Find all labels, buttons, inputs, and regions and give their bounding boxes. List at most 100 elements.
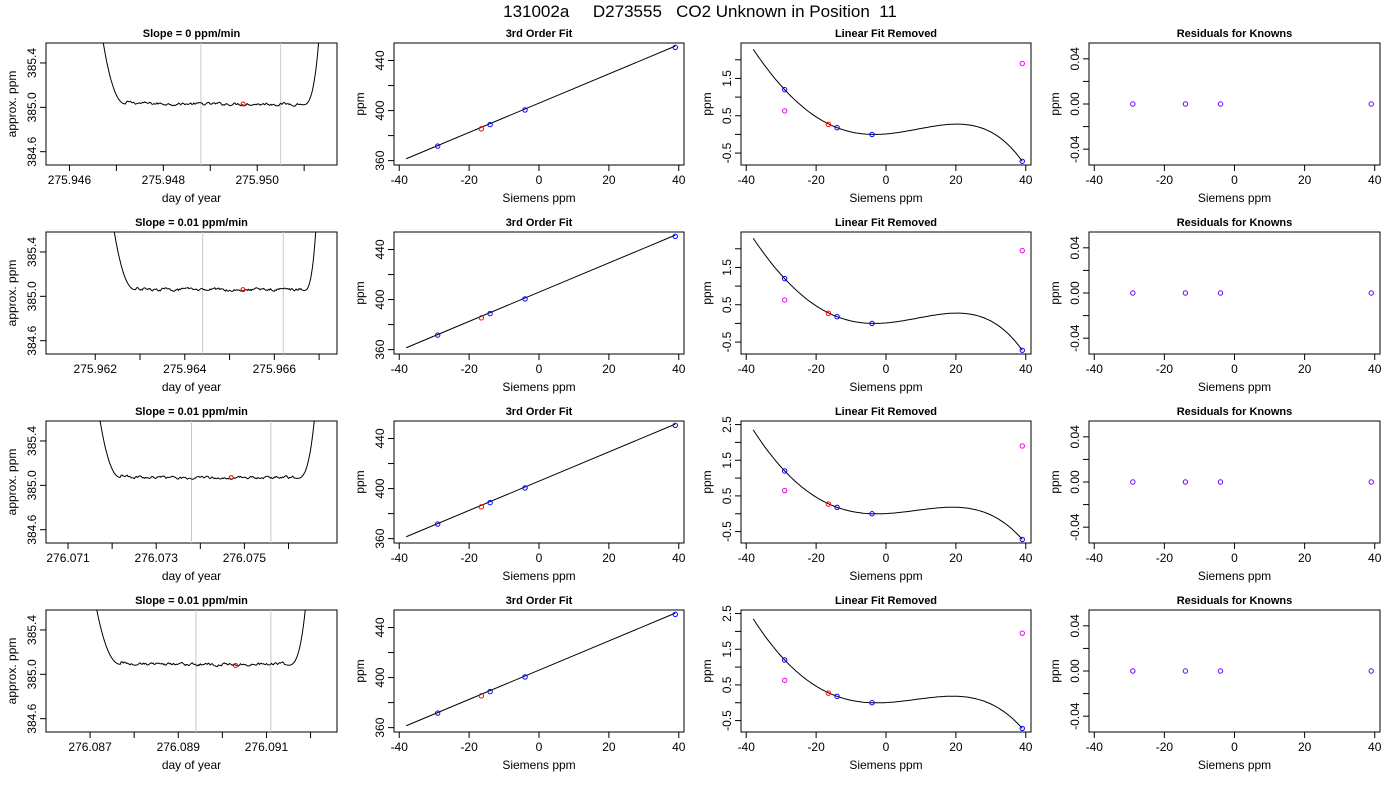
- data-point: [434, 143, 441, 149]
- analyzer-trace: [99, 421, 315, 480]
- data-point: [434, 521, 441, 527]
- x-axis-label: Siemens ppm: [1198, 380, 1271, 394]
- x-tick-label: 0: [883, 740, 890, 754]
- plot-title: Linear Fit Removed: [835, 217, 937, 229]
- y-axis-label: ppm: [353, 659, 367, 682]
- y-tick-label: 384.6: [25, 136, 39, 166]
- data-point: [1217, 668, 1224, 674]
- y-tick-label: 0.5: [720, 296, 734, 313]
- x-tick-label: 0: [883, 362, 890, 376]
- analyzer-trace: [113, 232, 317, 292]
- x-axis-label: Siemens ppm: [849, 380, 922, 394]
- x-tick-label: 20: [602, 173, 616, 187]
- x-axis-label: Siemens ppm: [1198, 569, 1271, 583]
- data-point: [1182, 101, 1189, 107]
- y-axis-label: approx. ppm: [5, 638, 19, 705]
- data-point: [1019, 630, 1025, 636]
- plot-frame: [740, 420, 1032, 544]
- y-tick-label: 0.00: [1068, 92, 1082, 116]
- x-tick-label: -20: [460, 173, 478, 187]
- y-tick-label: 1.5: [720, 259, 734, 276]
- y-tick-label: 385.0: [25, 281, 39, 311]
- data-point: [1130, 668, 1136, 674]
- plot-frame: [393, 609, 685, 733]
- data-point: [781, 657, 788, 663]
- plot-frame: [1088, 609, 1381, 733]
- y-tick-label: 385.0: [25, 470, 39, 500]
- y-tick-label: 0.04: [1068, 47, 1082, 71]
- x-tick-label: -20: [460, 551, 478, 565]
- panel-r1-c2: Linear Fit Removed Siemens ppm ppm -40 -20 0 2…: [700, 217, 1033, 394]
- x-tick-label: 40: [1368, 173, 1382, 187]
- data-point: [781, 86, 788, 93]
- x-tick-label: 276.073: [135, 551, 179, 565]
- x-tick-label: 20: [949, 551, 963, 565]
- x-tick-label: 0: [1231, 362, 1238, 376]
- data-point: [1019, 536, 1025, 543]
- data-point: [1130, 290, 1136, 296]
- data-point: [1368, 668, 1374, 674]
- panel-r2-c2: Linear Fit Removed Siemens ppm ppm -40 -20 0 2…: [700, 406, 1033, 583]
- data-point: [781, 297, 788, 303]
- x-tick-label: 20: [1298, 551, 1312, 565]
- mean-marker: [233, 662, 239, 668]
- data-point: [672, 233, 678, 240]
- x-tick-label: 0: [536, 173, 543, 187]
- x-axis-label: Siemens ppm: [849, 569, 922, 583]
- x-tick-label: 276.087: [68, 740, 112, 754]
- panel-r1-c0: Slope = 0.01 ppm/min day of year approx. p…: [5, 217, 338, 394]
- y-axis-label: approx. ppm: [5, 71, 19, 138]
- x-tick-label: 276.091: [245, 740, 289, 754]
- x-tick-label: -20: [1156, 362, 1174, 376]
- data-point: [478, 504, 485, 510]
- y-tick-label: 385.4: [25, 237, 39, 267]
- data-point: [487, 688, 493, 695]
- data-point: [1019, 60, 1025, 67]
- data-point: [1019, 347, 1025, 353]
- data-point: [1368, 479, 1374, 485]
- x-tick-label: -20: [807, 362, 825, 376]
- x-axis-label: day of year: [162, 191, 221, 205]
- data-point: [478, 315, 485, 321]
- plot-frame: [45, 42, 338, 166]
- data-point: [781, 275, 788, 282]
- mean-marker: [240, 287, 246, 293]
- y-tick-label: 0.5: [720, 676, 734, 693]
- plot-area: [1130, 479, 1374, 485]
- y-tick-label: -0.5: [720, 710, 734, 731]
- x-tick-label: 0: [1231, 740, 1238, 754]
- plot-frame: [1088, 42, 1381, 166]
- y-tick-label: 400: [373, 478, 387, 498]
- data-point: [825, 121, 832, 128]
- y-tick-label: 400: [373, 667, 387, 687]
- x-tick-label: 40: [1368, 740, 1382, 754]
- y-tick-label: 440: [373, 50, 387, 70]
- plot-frame: [45, 609, 338, 733]
- y-tick-label: 0.04: [1068, 425, 1082, 449]
- data-point: [1182, 290, 1189, 296]
- fit-curve: [752, 618, 1023, 729]
- y-tick-label: 385.0: [25, 659, 39, 689]
- y-tick-label: -0.04: [1068, 324, 1082, 352]
- y-tick-label: 440: [373, 428, 387, 448]
- fit-line: [406, 234, 676, 349]
- data-point: [1130, 479, 1136, 485]
- data-point: [825, 310, 832, 317]
- x-axis-label: Siemens ppm: [849, 191, 922, 205]
- x-tick-label: 0: [536, 362, 543, 376]
- data-point: [522, 485, 528, 491]
- x-tick-label: 276.075: [223, 551, 267, 565]
- panel-r3-c1: 3rd Order Fit Siemens ppm ppm -40 -20 0 20 40 36…: [353, 595, 686, 772]
- y-tick-label: 0.04: [1068, 614, 1082, 638]
- plot-frame: [740, 231, 1032, 355]
- fit-line: [406, 423, 676, 538]
- x-tick-label: 275.966: [253, 362, 297, 376]
- data-point: [834, 504, 840, 511]
- plot-title: Slope = 0 ppm/min: [143, 28, 241, 40]
- y-tick-label: 2.5: [720, 416, 734, 433]
- x-tick-label: 275.946: [48, 173, 92, 187]
- data-point: [478, 693, 485, 699]
- x-tick-label: 40: [1019, 551, 1033, 565]
- x-tick-label: 20: [949, 362, 963, 376]
- y-tick-label: 385.4: [25, 48, 39, 78]
